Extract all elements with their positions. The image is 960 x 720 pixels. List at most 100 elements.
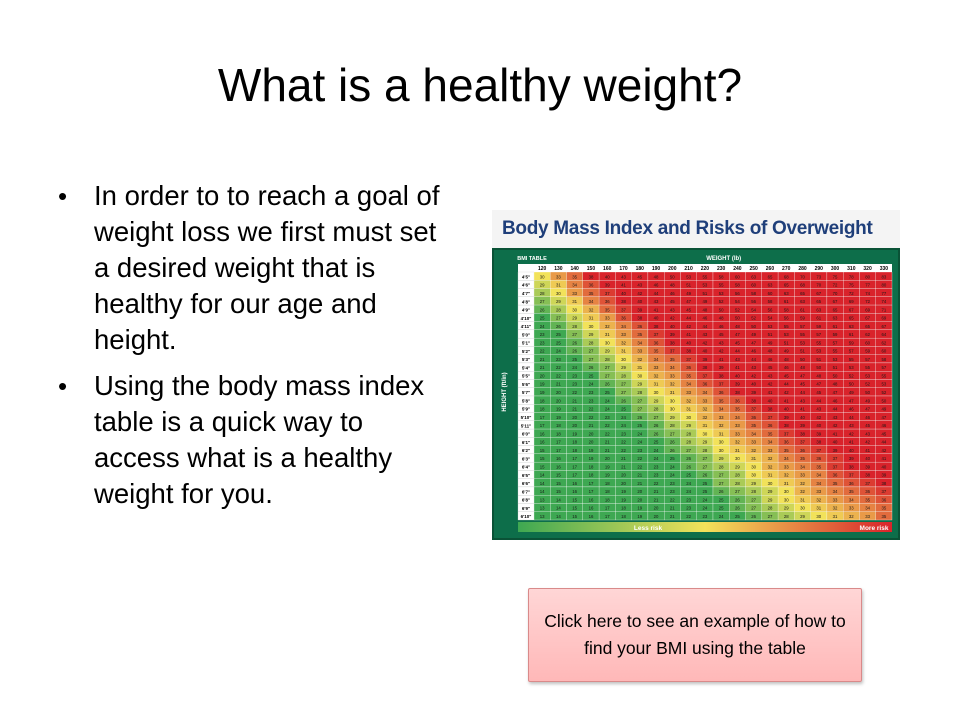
bmi-value: 33 bbox=[833, 497, 838, 502]
bmi-value: 21 bbox=[540, 357, 545, 362]
bmi-value: 43 bbox=[735, 357, 740, 362]
bmi-value: 50 bbox=[816, 365, 821, 370]
bmi-value: 32 bbox=[800, 481, 805, 486]
bmi-value: 29 bbox=[719, 456, 724, 461]
bmi-value: 24 bbox=[540, 324, 545, 329]
bmi-value: 19 bbox=[637, 506, 642, 511]
bmi-value: 28 bbox=[637, 390, 642, 395]
bmi-value: 40 bbox=[849, 448, 854, 453]
bmi-value: 48 bbox=[816, 373, 821, 378]
bmi-value: 36 bbox=[605, 299, 610, 304]
bmi-value: 26 bbox=[702, 473, 707, 478]
bmi-value: 46 bbox=[784, 365, 789, 370]
weight-header-cell: 290 bbox=[815, 266, 824, 272]
bmi-value: 27 bbox=[654, 415, 659, 420]
bmi-value: 38 bbox=[865, 473, 870, 478]
weight-header-cell: 240 bbox=[733, 266, 742, 272]
bmi-value: 23 bbox=[589, 398, 594, 403]
bmi-value: 40 bbox=[670, 324, 675, 329]
bmi-value: 18 bbox=[540, 407, 545, 412]
bmi-value: 20 bbox=[637, 489, 642, 494]
bmi-value: 26 bbox=[735, 497, 740, 502]
bmi-value: 52 bbox=[735, 307, 740, 312]
bmi-value: 53 bbox=[686, 274, 691, 279]
bmi-value: 16 bbox=[556, 456, 561, 461]
bmi-value: 46 bbox=[833, 398, 838, 403]
height-cell: 6'10" bbox=[521, 514, 532, 519]
bmi-value: 39 bbox=[833, 448, 838, 453]
bmi-value: 21 bbox=[670, 506, 675, 511]
bmi-value: 34 bbox=[865, 506, 870, 511]
bmi-value: 34 bbox=[768, 440, 773, 445]
weight-header-cell: 310 bbox=[847, 266, 856, 272]
height-cell: 5'7" bbox=[522, 390, 530, 395]
bmi-value: 18 bbox=[572, 448, 577, 453]
bmi-value: 32 bbox=[686, 398, 691, 403]
bmi-value: 40 bbox=[654, 316, 659, 321]
bmi-cell bbox=[875, 511, 893, 521]
bmi-value: 26 bbox=[572, 349, 577, 354]
bmi-value: 34 bbox=[719, 407, 724, 412]
bmi-value: 18 bbox=[605, 489, 610, 494]
bmi-value: 33 bbox=[605, 316, 610, 321]
bmi-value: 65 bbox=[833, 307, 838, 312]
bmi-value: 41 bbox=[621, 283, 626, 288]
bmi-value: 28 bbox=[719, 464, 724, 469]
bmi-value: 24 bbox=[654, 456, 659, 461]
bmi-value: 20 bbox=[654, 506, 659, 511]
bmi-value: 38 bbox=[800, 431, 805, 436]
bmi-value: 28 bbox=[621, 373, 626, 378]
height-cell: 6'8" bbox=[522, 498, 530, 503]
bmi-value: 20 bbox=[556, 390, 561, 395]
bmi-value: 30 bbox=[816, 514, 821, 519]
bmi-value: 33 bbox=[865, 514, 870, 519]
bmi-value: 27 bbox=[719, 481, 724, 486]
bmi-value: 72 bbox=[833, 283, 838, 288]
bmi-value: 26 bbox=[605, 382, 610, 387]
bmi-value: 17 bbox=[589, 489, 594, 494]
bmi-value: 26 bbox=[654, 423, 659, 428]
bmi-value: 48 bbox=[735, 324, 740, 329]
bmi-value: 61 bbox=[800, 307, 805, 312]
bmi-value: 20 bbox=[621, 473, 626, 478]
height-cell: 6'0" bbox=[522, 432, 530, 437]
weight-header-cell: 150 bbox=[587, 266, 596, 272]
bmi-value: 44 bbox=[881, 440, 886, 445]
bmi-value: 38 bbox=[670, 340, 675, 345]
bmi-value: 22 bbox=[540, 349, 545, 354]
bmi-value: 22 bbox=[556, 365, 561, 370]
bmi-value: 26 bbox=[654, 431, 659, 436]
bmi-value: 24 bbox=[702, 497, 707, 502]
bmi-value: 26 bbox=[621, 398, 626, 403]
bmi-value: 55 bbox=[816, 340, 821, 345]
bmi-value: 42 bbox=[702, 340, 707, 345]
weight-header-cell: 230 bbox=[717, 266, 726, 272]
bmi-value: 44 bbox=[849, 415, 854, 420]
bmi-value: 27 bbox=[702, 464, 707, 469]
height-cell: 5'10" bbox=[521, 415, 532, 420]
bmi-value: 15 bbox=[572, 497, 577, 502]
bmi-value: 45 bbox=[719, 332, 724, 337]
bmi-value: 19 bbox=[589, 456, 594, 461]
bmi-value: 34 bbox=[816, 481, 821, 486]
bmi-value: 26 bbox=[751, 514, 756, 519]
bmi-value: 13 bbox=[540, 497, 545, 502]
bmi-value: 26 bbox=[540, 307, 545, 312]
bmi-value: 17 bbox=[605, 514, 610, 519]
bmi-value: 55 bbox=[800, 332, 805, 337]
bmi-value: 39 bbox=[605, 283, 610, 288]
bmi-value: 24 bbox=[605, 407, 610, 412]
bmi-value: 46 bbox=[719, 324, 724, 329]
bmi-value: 52 bbox=[719, 299, 724, 304]
bmi-value: 52 bbox=[865, 382, 870, 387]
bmi-value: 42 bbox=[881, 448, 886, 453]
bmi-value: 33 bbox=[572, 291, 577, 296]
bmi-value: 41 bbox=[719, 357, 724, 362]
bmi-value: 39 bbox=[670, 332, 675, 337]
bmi-value: 44 bbox=[702, 324, 707, 329]
bmi-value: 17 bbox=[572, 456, 577, 461]
bmi-value: 27 bbox=[621, 382, 626, 387]
bmi-example-button[interactable]: Click here to see an example of how to f… bbox=[528, 588, 862, 682]
bmi-value: 42 bbox=[784, 390, 789, 395]
height-cell: 4'9" bbox=[522, 308, 530, 313]
